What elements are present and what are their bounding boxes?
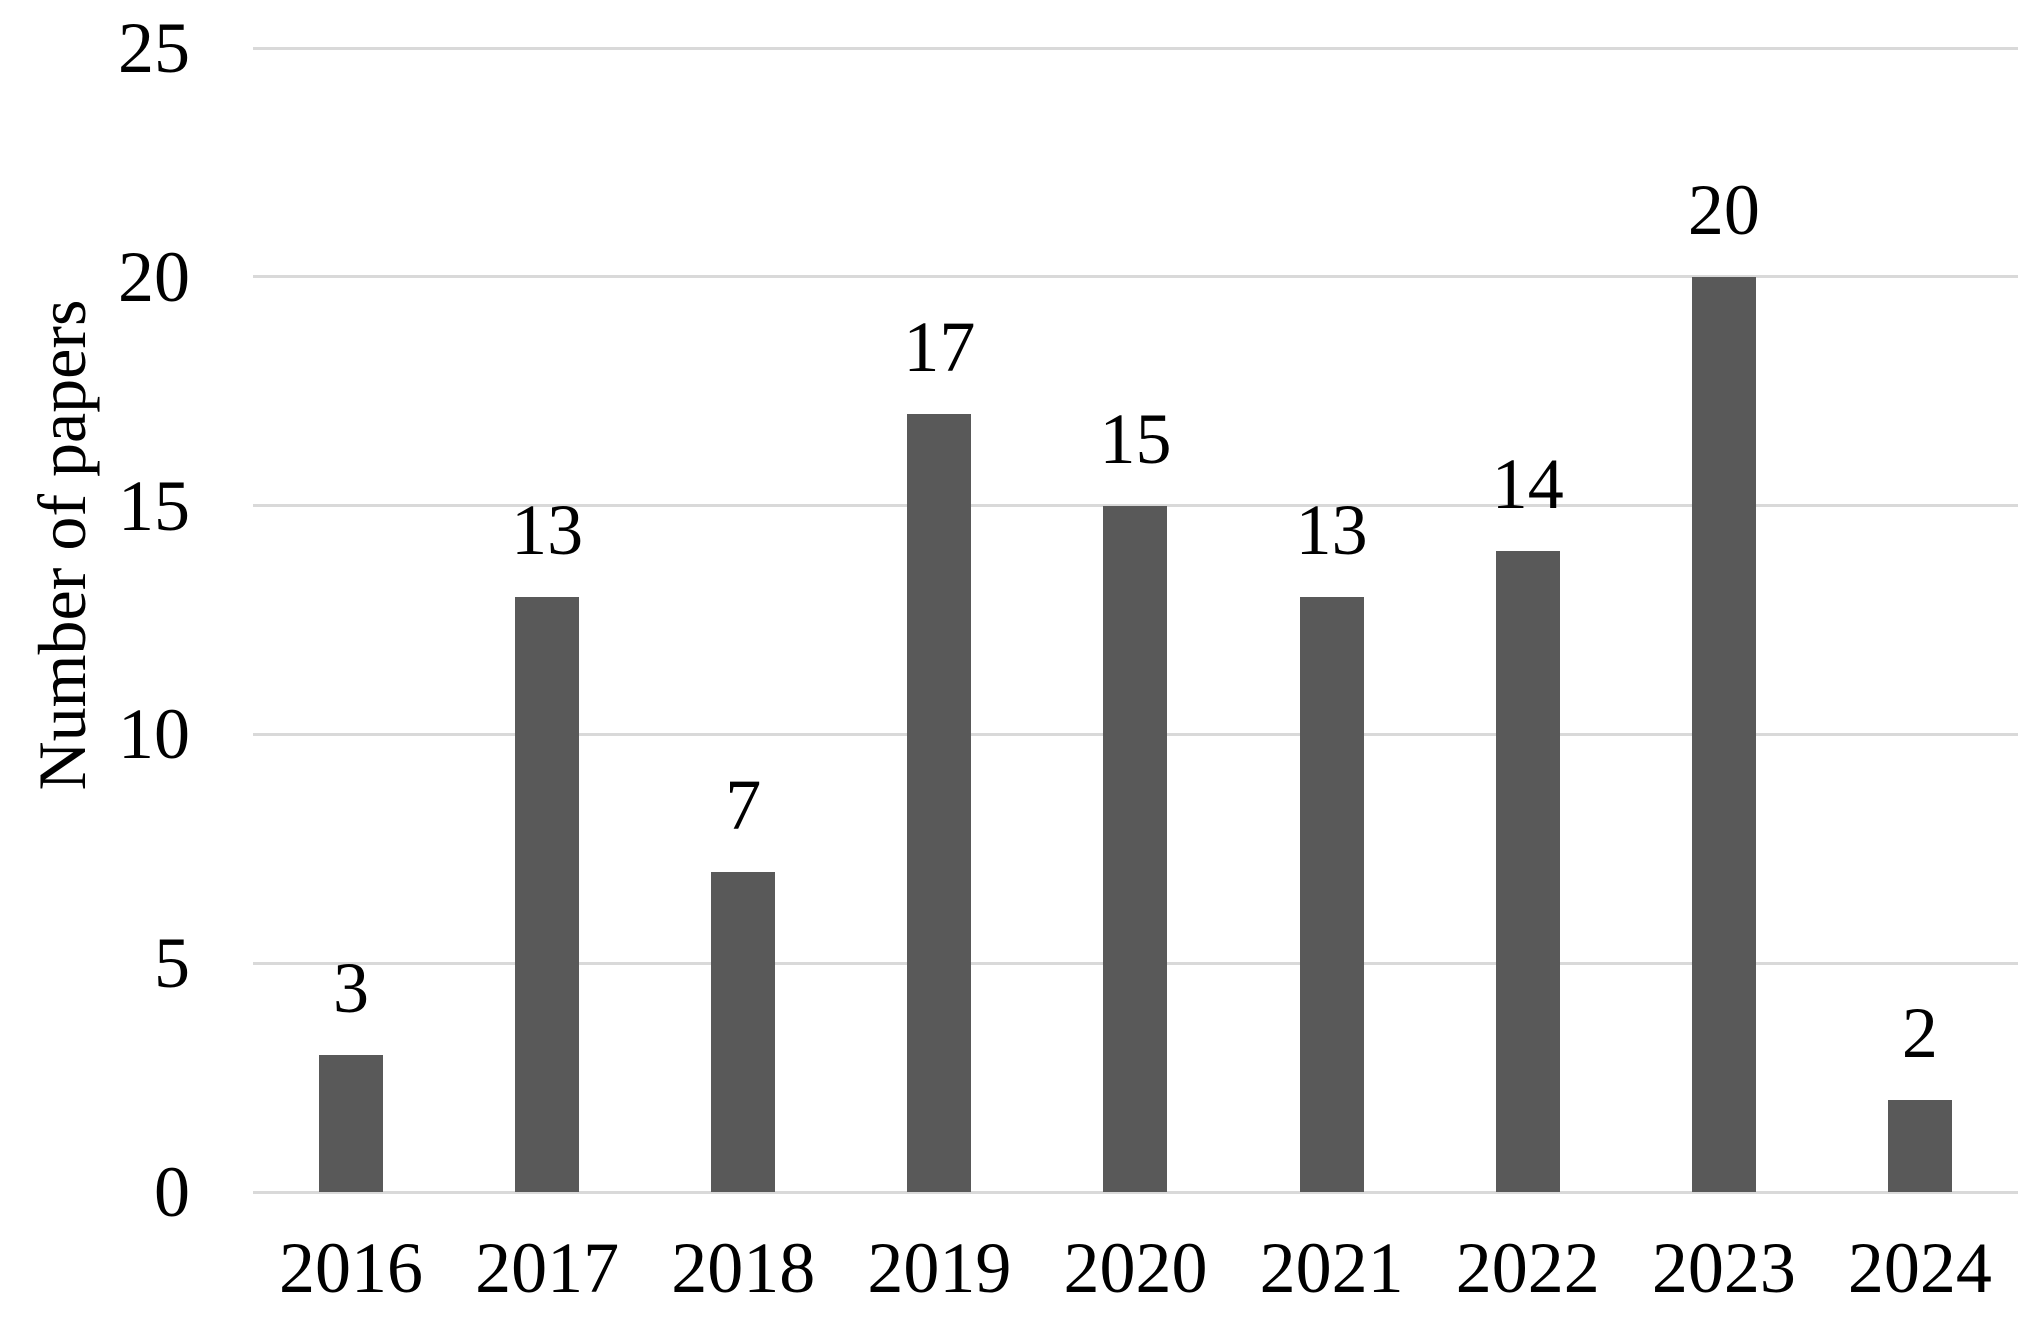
bar-2024 (1887, 1100, 1952, 1192)
y-tick-label-0: 0 (154, 1152, 190, 1232)
y-tick-label-20: 20 (118, 236, 190, 317)
bar-value-label-2021: 13 (1295, 490, 1368, 571)
bar-2022 (1495, 551, 1560, 1192)
bar-value-label-2016: 3 (333, 947, 370, 1028)
x-axis-tick-labels: 2016 2017 2018 2019 2020 2021 2022 2023 2024 (253, 1225, 2018, 1315)
bar-slot-2021: 13 (1234, 48, 1430, 1192)
bar-value-label-2022: 14 (1491, 444, 1564, 525)
bar-value-label-2023: 20 (1687, 169, 1760, 250)
bar-value-label-2020: 15 (1099, 398, 1172, 479)
bar-value-label-2017: 13 (511, 490, 584, 571)
plot-area: 3 13 7 17 15 13 14 20 2 (253, 46, 2018, 1194)
x-tick-label-2019: 2019 (867, 1228, 1012, 1308)
bar-value-label-2024: 2 (1901, 993, 1938, 1074)
bar-value-label-2018: 7 (725, 764, 762, 845)
bar-slot-2018: 7 (645, 48, 841, 1192)
bar-slot-2019: 17 (841, 48, 1037, 1192)
gridline-y-20 (253, 275, 2018, 279)
bar-slot-2022: 14 (1430, 48, 1626, 1192)
x-tick-label-2020: 2020 (1063, 1228, 1208, 1308)
bar-slot-2023: 20 (1626, 48, 1822, 1192)
y-tick-label-15: 15 (118, 465, 190, 546)
bar-slot-2017: 13 (449, 48, 645, 1192)
bar-2023 (1691, 276, 1756, 1192)
x-tick-label-2024: 2024 (1847, 1228, 1992, 1308)
bar-2021 (1299, 597, 1364, 1192)
gridline-y-0 (253, 1190, 2018, 1194)
bar-2017 (515, 597, 580, 1192)
bar-slot-2020: 15 (1037, 48, 1233, 1192)
bar-2016 (319, 1054, 384, 1192)
x-tick-label-2018: 2018 (671, 1228, 816, 1308)
x-tick-label-2021: 2021 (1259, 1228, 1404, 1308)
x-tick-label-2023: 2023 (1651, 1228, 1796, 1308)
bar-slot-2016: 3 (253, 48, 449, 1192)
bar-2019 (907, 414, 972, 1192)
x-tick-label-2017: 2017 (475, 1228, 620, 1308)
gridline-y-15 (253, 504, 2018, 508)
x-tick-label-2016: 2016 (279, 1228, 424, 1308)
gridline-y-25 (253, 46, 2018, 50)
bar-2020 (1103, 505, 1168, 1192)
bar-value-label-2019: 17 (903, 307, 976, 388)
y-tick-label-10: 10 (118, 694, 190, 775)
y-tick-label-5: 5 (154, 923, 190, 1004)
x-tick-label-2022: 2022 (1455, 1228, 1600, 1308)
y-tick-label-25: 25 (118, 8, 190, 88)
bar-2018 (711, 871, 776, 1192)
bar-slot-2024: 2 (1822, 48, 2018, 1192)
